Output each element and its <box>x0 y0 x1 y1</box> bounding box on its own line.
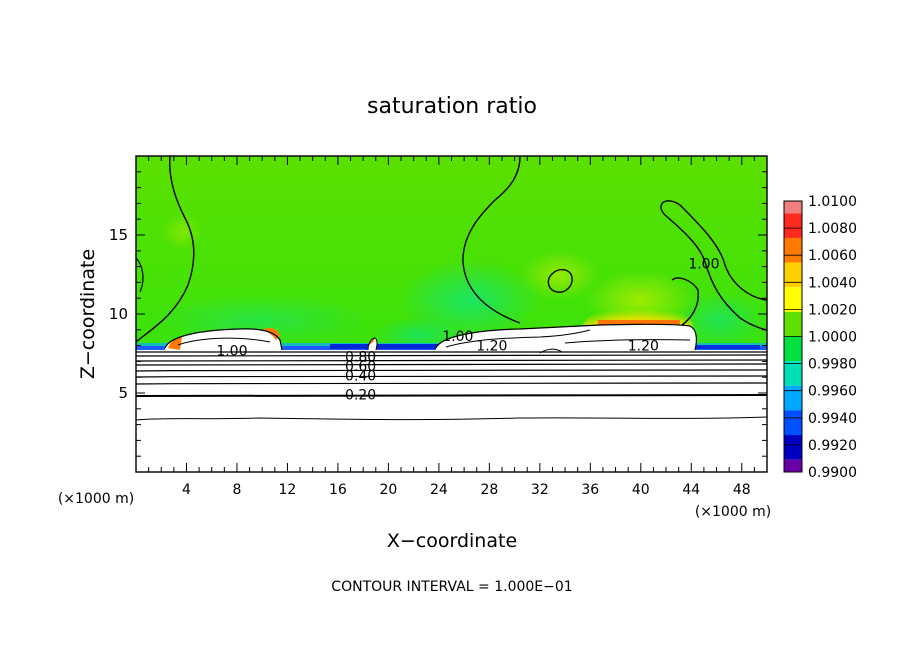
x-axis: 4 8 12 16 20 24 28 32 36 40 44 48 <box>148 156 755 498</box>
contour-label: 1.20 <box>476 339 507 355</box>
colorbar-label: 1.0040 <box>808 275 857 291</box>
x-axis-label: X−coordinate <box>387 530 517 552</box>
x-unit-right-label: (×1000 m) <box>695 504 771 520</box>
colorbar-segment <box>784 385 802 411</box>
contour-label: 0.80 <box>345 350 376 366</box>
x-unit-left-label: (×1000 m) <box>58 491 134 507</box>
colorbar-label: 1.0000 <box>808 330 857 346</box>
x-tick-label: 24 <box>430 482 448 498</box>
colorbar-segment <box>784 201 802 214</box>
colorbar-label: 1.0100 <box>808 194 857 210</box>
colorbar-label: 0.9920 <box>808 438 857 454</box>
colorbar-segment <box>784 459 802 472</box>
colorbar-segment <box>784 410 802 436</box>
x-tick-label: 8 <box>232 482 241 498</box>
contour-labels: 1.00 0.800.600.400.201.001.20 1.201.00 <box>216 256 719 403</box>
x-tick-label: 20 <box>379 482 397 498</box>
y-axis-label: Z−coordinate <box>77 249 99 379</box>
colorbar-label: 0.9940 <box>808 411 857 427</box>
colorbar-label: 1.0020 <box>808 302 857 318</box>
contour-lines <box>136 156 767 421</box>
x-tick-label: 12 <box>279 482 297 498</box>
saturation-field: 1.00 0.800.600.400.201.001.20 1.201.00 <box>136 156 767 472</box>
x-tick-label: 16 <box>329 482 347 498</box>
colorbar: 1.0100 1.0080 1.0060 1.0040 1.0020 1.0000 0.99… <box>783 194 857 481</box>
colorbar-label: 0.9980 <box>808 357 857 373</box>
chart-title: saturation ratio <box>367 94 537 119</box>
x-tick-label: 48 <box>733 482 751 498</box>
colorbar-label: 1.0080 <box>808 221 857 237</box>
y-tick-label: 5 <box>118 384 128 402</box>
contour-label: 1.00 <box>442 329 473 345</box>
contour-label: 0.20 <box>345 388 376 404</box>
colorbar-segment <box>784 213 802 238</box>
x-tick-label: 40 <box>632 482 650 498</box>
colorbar-label: 0.9900 <box>808 465 857 481</box>
contour-label: 1.00 <box>216 343 247 359</box>
x-tick-label: 28 <box>480 482 498 498</box>
colorbar-segment <box>784 311 802 337</box>
colorbar-segment <box>784 336 802 362</box>
x-tick-label: 4 <box>182 482 191 498</box>
colorbar-segment <box>784 287 802 312</box>
contour-label: 1.00 <box>688 256 719 272</box>
y-tick-label: 15 <box>109 226 128 244</box>
colorbar-segment <box>784 237 802 263</box>
colorbar-label: 0.9960 <box>808 384 857 400</box>
x-tick-label: 32 <box>531 482 549 498</box>
contour-interval-note: CONTOUR INTERVAL = 1.000E−01 <box>331 579 572 595</box>
colorbar-segment <box>784 435 802 460</box>
colorbar-label: 1.0060 <box>808 248 857 264</box>
x-tick-label: 36 <box>581 482 599 498</box>
colorbar-segment <box>784 262 802 288</box>
colorbar-segment <box>784 361 802 386</box>
contour-label: 0.40 <box>345 369 376 385</box>
x-tick-label: 44 <box>682 482 700 498</box>
contour-label: 1.20 <box>628 339 659 355</box>
y-axis: 5 10 15 <box>109 171 767 457</box>
y-tick-label: 10 <box>109 305 128 323</box>
contour-label: 0.60 <box>345 359 376 375</box>
